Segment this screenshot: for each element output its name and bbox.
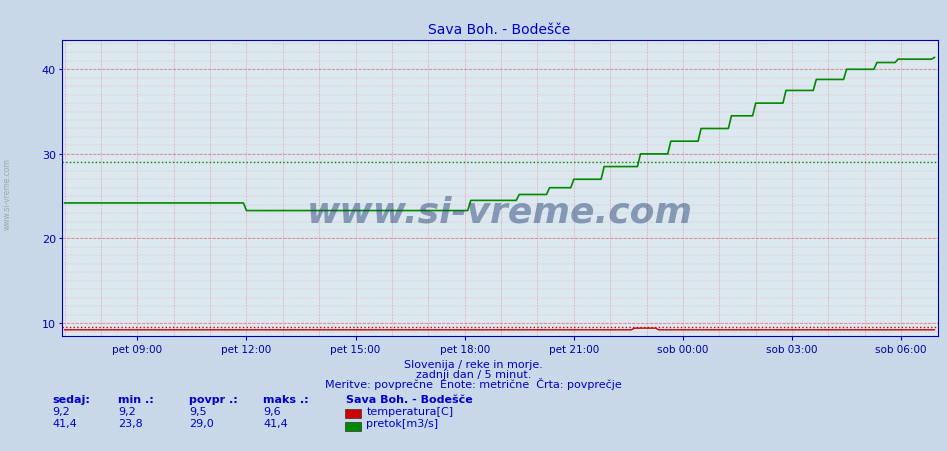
Text: 9,2: 9,2 <box>52 406 70 416</box>
Text: maks .:: maks .: <box>263 394 309 404</box>
Text: pretok[m3/s]: pretok[m3/s] <box>366 418 438 428</box>
Text: www.si-vreme.com: www.si-vreme.com <box>307 195 692 229</box>
Text: 41,4: 41,4 <box>263 418 288 428</box>
Text: 29,0: 29,0 <box>189 418 214 428</box>
Text: Slovenija / reke in morje.: Slovenija / reke in morje. <box>404 359 543 369</box>
Text: min .:: min .: <box>118 394 154 404</box>
Text: www.si-vreme.com: www.si-vreme.com <box>3 158 12 230</box>
Text: Meritve: povprečne  Enote: metrične  Črta: povprečje: Meritve: povprečne Enote: metrične Črta:… <box>325 377 622 389</box>
Title: Sava Boh. - Bodešče: Sava Boh. - Bodešče <box>428 23 571 37</box>
Text: 41,4: 41,4 <box>52 418 77 428</box>
Text: 9,2: 9,2 <box>118 406 136 416</box>
Text: zadnji dan / 5 minut.: zadnji dan / 5 minut. <box>416 369 531 379</box>
Text: povpr .:: povpr .: <box>189 394 238 404</box>
Text: temperatura[C]: temperatura[C] <box>366 406 454 416</box>
Text: Sava Boh. - Bodešče: Sava Boh. - Bodešče <box>346 394 473 404</box>
Text: 23,8: 23,8 <box>118 418 143 428</box>
Text: 9,6: 9,6 <box>263 406 281 416</box>
Text: sedaj:: sedaj: <box>52 394 90 404</box>
Text: 9,5: 9,5 <box>189 406 207 416</box>
